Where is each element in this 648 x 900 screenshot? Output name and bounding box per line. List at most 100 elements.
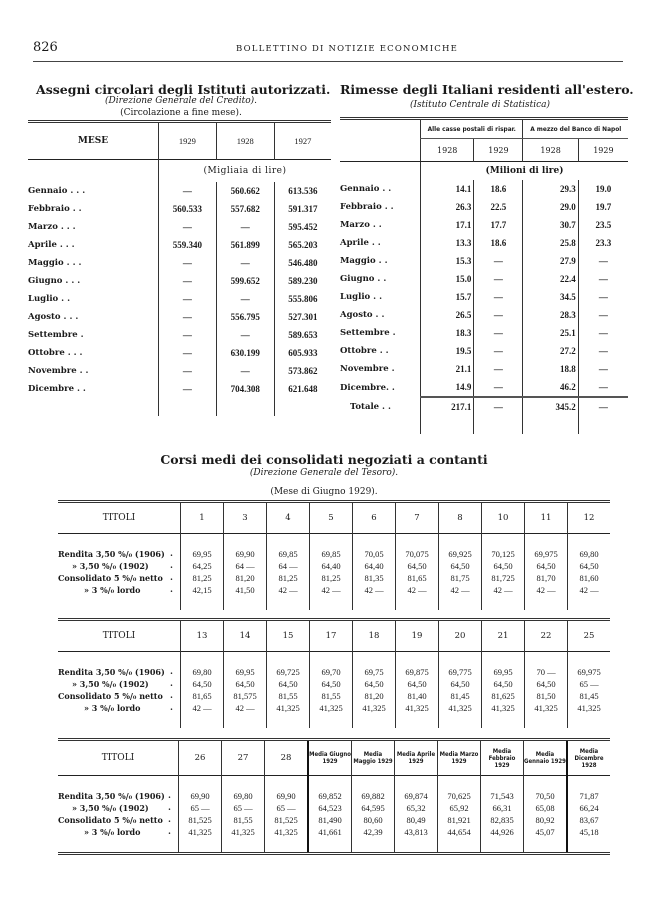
table-row: Dicembre . . —704.308 621.648 — [28, 380, 331, 398]
cell-value: 605.933 — [273, 344, 331, 362]
month-label: Febbraio . . — [28, 204, 82, 214]
cell-value: 29.0 — [522, 198, 579, 216]
cell-value: 69,85 — [309, 548, 353, 560]
cell-value: 64,50 — [567, 560, 610, 572]
column-header: 4 — [266, 501, 310, 534]
rimesse-title: Rimesse degli Italiani residenti all'est… — [340, 82, 634, 97]
cell-value: 69,80 — [221, 790, 265, 802]
cell-value: 555.806 — [273, 290, 331, 308]
rimesse-source: (Istituto Centrale di Statistica) — [409, 100, 551, 110]
cell-value: 561.899 — [215, 236, 275, 254]
cell-value: 80,92 — [523, 814, 567, 826]
cell-value: 65 — — [178, 802, 222, 814]
table-row: Marzo . . . — —595.452 — [28, 218, 331, 236]
month-label: Dicembre . . — [28, 384, 86, 394]
corsi-title: Corsi medi dei consolidati negoziati a c… — [160, 452, 488, 467]
cell-value: 69,95 — [481, 666, 525, 678]
cell-value: 25.8 — [522, 234, 579, 252]
cell-value: 589.653 — [273, 326, 331, 344]
cell-value: — — [473, 324, 523, 342]
cell-value: 23.5 — [577, 216, 628, 234]
cell-value: 81,20 — [223, 572, 267, 584]
cell-value: — — [577, 270, 628, 288]
table-row: Agosto . . . —556.795 527.301 — [28, 308, 331, 326]
cell-value: 44,654 — [437, 826, 481, 838]
cell-value: 69,90 — [178, 790, 222, 802]
table-row: Giugno . . . —599.652 589.230 — [28, 272, 331, 290]
cell-value: 217.1 — [419, 396, 475, 416]
cell-value: 704.308 — [215, 380, 275, 398]
cell-value: — — [215, 290, 275, 308]
cell-value: 41,661 — [307, 826, 352, 838]
cell-value: 41,325 — [567, 702, 610, 714]
cell-value: 81,60 — [567, 572, 610, 584]
table-row: Gennaio . . 14.1 18.6 29.3 19.0 — [340, 180, 628, 198]
cell-value: — — [577, 306, 628, 324]
cell-value: 26.3 — [419, 198, 475, 216]
cell-value: 69,875 — [395, 666, 439, 678]
cell-value: 81,525 — [264, 814, 308, 826]
cell-value: 42 — — [481, 584, 525, 596]
cell-value: 42,39 — [351, 826, 395, 838]
cell-value: 41,325 — [524, 702, 568, 714]
year-header: 1928 — [522, 138, 579, 162]
column-header: Media Marzo 1929 — [437, 739, 481, 776]
table-row: Maggio . . 15.3—27.9— — [340, 252, 628, 270]
cell-value: 41,325 — [481, 702, 525, 714]
column-header: 11 — [524, 501, 568, 534]
month-label: Aprile . . . — [28, 240, 75, 250]
column-header: 1928 — [215, 121, 275, 160]
cell-value: 19.0 — [577, 180, 628, 198]
cell-value: 41,325 — [264, 826, 308, 838]
assegni-table: MESE 1929 1928 1927 (Migliaia di lire) Gennai… — [28, 120, 331, 416]
cell-value: — — [473, 306, 523, 324]
cell-value: — — [577, 378, 628, 397]
cell-value: 82,835 — [480, 814, 524, 826]
cell-value: 64,50 — [223, 678, 267, 690]
cell-value: 46.2 — [522, 378, 579, 397]
cell-value: — — [473, 360, 523, 378]
cell-value: 64,50 — [524, 560, 568, 572]
table-row: Maggio . . . — —546.480 — [28, 254, 331, 272]
cell-value: 42,15 — [180, 584, 224, 596]
cell-value: 17.7 — [473, 216, 523, 234]
table-row: Consolidato 5 %/₀ netto. 81,25 81,20 81,25 8… — [58, 572, 610, 584]
row-label: Giugno . . — [340, 274, 387, 284]
table-row: Consolidato 5 %/₀ netto. 81,65 81,575 81,55… — [58, 690, 610, 702]
cell-value: 29.3 — [522, 180, 579, 198]
cell-value: 65,32 — [394, 802, 438, 814]
cell-value: 81,725 — [481, 572, 525, 584]
cell-value: — — [215, 362, 275, 380]
cell-value: 559.340 — [158, 236, 217, 254]
table-row: » 3,50 %/₀ (1902). 65 —65 —65 —64,523 64,5… — [58, 802, 610, 814]
cell-value: — — [473, 288, 523, 306]
cell-value: — — [158, 272, 217, 290]
table-row: Rendita 3,50 %/₀ (1906). 69,95 69,90 69,85 6… — [58, 548, 610, 560]
table-row: Ottobre . . 19.5—27.2— — [340, 342, 628, 360]
cell-value: 81,45 — [438, 690, 482, 702]
month-label: Gennaio . . . — [28, 186, 86, 196]
column-header: 5 — [309, 501, 353, 534]
month-label: Maggio . . . — [28, 258, 82, 268]
column-header: 25 — [567, 619, 610, 652]
total-row: Totale . . 217.1—345.2— — [340, 396, 628, 416]
column-header: 3 — [223, 501, 267, 534]
cell-value: 573.862 — [273, 362, 331, 380]
cell-value: 43,813 — [394, 826, 438, 838]
table-row: Gennaio . . . —560.662 613.536 — [28, 182, 331, 200]
cell-value: 81,65 — [395, 572, 439, 584]
table-row: » 3 %/₀ lordo. 41,325 41,325 41,325 41,661 42… — [58, 826, 610, 838]
titolo-label: Rendita 3,50 %/₀ (1906) — [58, 667, 165, 677]
column-header: Media Maggio 1929 — [351, 739, 395, 776]
cell-value: — — [215, 326, 275, 344]
row-label: Luglio . . — [340, 292, 383, 302]
column-header: 19 — [395, 619, 439, 652]
cell-value: — — [158, 290, 217, 308]
cell-value: 41,325 — [221, 826, 265, 838]
cell-value: 64,523 — [307, 802, 352, 814]
titolo-label: » 3 %/₀ lordo — [84, 827, 141, 837]
cell-value: 42 — — [438, 584, 482, 596]
cell-value: 45,18 — [566, 826, 610, 838]
cell-value: — — [158, 380, 217, 398]
month-label: Luglio . . — [28, 294, 71, 304]
